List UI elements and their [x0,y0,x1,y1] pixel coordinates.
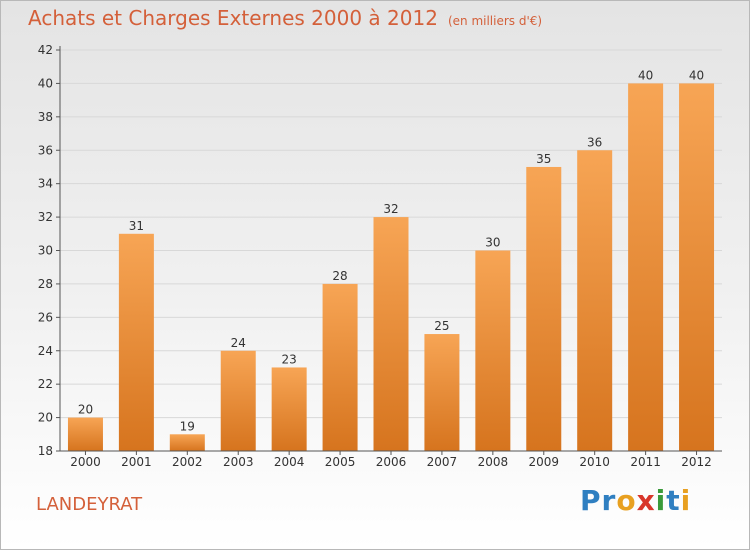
x-tick-label-2010: 2010 [579,455,610,469]
x-tick-label-2009: 2009 [528,455,559,469]
y-tick-label: 26 [38,310,53,324]
x-tick-label-2011: 2011 [630,455,661,469]
y-tick-label: 34 [38,177,53,191]
y-tick-label: 24 [38,344,53,358]
y-tick-label: 32 [38,210,53,224]
bar-2008 [475,250,511,451]
x-tick-label-2000: 2000 [70,455,101,469]
x-tick-label-2008: 2008 [478,455,509,469]
y-tick-label: 40 [38,76,53,90]
logo-letter: i [655,484,667,517]
logo-letter: o [616,484,637,517]
x-tick-label-2006: 2006 [376,455,407,469]
bar-2010 [577,150,613,451]
chart-title: Achats et Charges Externes 2000 à 2012 (e… [28,6,542,30]
value-label-2012: 40 [689,68,704,82]
y-tick-label: 18 [38,444,53,458]
y-tick-label: 28 [38,277,53,291]
bar-2012 [679,83,715,452]
bar-2006 [373,217,409,451]
bar-2007 [424,334,460,451]
x-tick-label-2002: 2002 [172,455,203,469]
logo-letter: x [636,484,656,517]
value-label-2003: 24 [231,336,246,350]
proxiti-logo: Proxiti [580,484,691,517]
bar-2001 [118,233,154,451]
axes [56,46,722,455]
value-label-2001: 31 [129,219,144,233]
value-label-2009: 35 [536,152,551,166]
value-label-2002: 19 [180,419,195,433]
bar-2000 [67,417,103,451]
logo-letter: P [580,484,602,517]
value-label-2010: 36 [587,135,602,149]
y-tick-label: 36 [38,143,53,157]
x-tick-label-2003: 2003 [223,455,254,469]
logo-letter: i [680,484,692,517]
value-label-2006: 32 [383,202,398,216]
value-label-2005: 28 [332,269,347,283]
value-label-2004: 23 [282,352,297,366]
x-tick-label-2004: 2004 [274,455,305,469]
y-tick-label: 38 [38,110,53,124]
value-label-2000: 20 [78,403,93,417]
y-tick-label: 20 [38,411,53,425]
bar-2005 [322,283,358,451]
value-label-2008: 30 [485,236,500,250]
bar-2011 [628,83,664,452]
bar-2009 [526,166,562,452]
y-tick-label: 22 [38,377,53,391]
chart-unit: (en milliers d'€) [447,14,543,28]
x-tick-label-2001: 2001 [121,455,152,469]
bars [67,83,715,452]
logo-text: Proxiti [580,484,691,517]
x-tick-label-2012: 2012 [681,455,712,469]
x-tick-label-2007: 2007 [427,455,458,469]
value-label-2011: 40 [638,68,653,82]
y-tick-label: 30 [38,244,53,258]
logo-letter: r [601,484,617,517]
chart-title-text: Achats et Charges Externes 2000 à 2012 [28,6,438,30]
logo-letter: t [666,484,681,517]
bar-2003 [220,350,256,451]
value-label-2007: 25 [434,319,449,333]
labels: 18 20 22 24 26 28 30 32 34 36 38 40 42 20 2000 31 2001 19… [38,43,712,469]
bar-2004 [271,367,307,451]
x-tick-label-2005: 2005 [325,455,356,469]
y-tick-label: 42 [38,43,53,57]
place-name: LANDEYRAT [36,494,143,515]
bar-2002 [169,434,205,451]
